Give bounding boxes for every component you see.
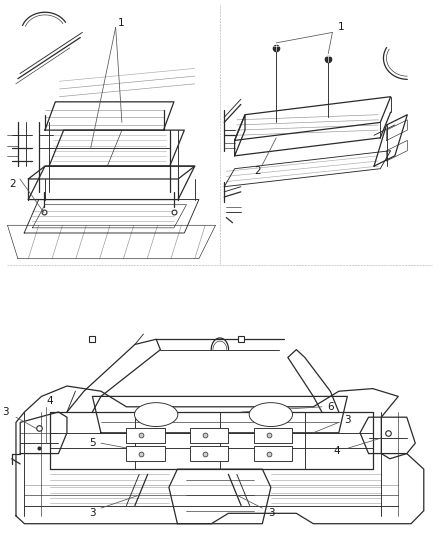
Bar xyxy=(190,427,228,443)
Bar xyxy=(254,427,292,443)
Text: 1: 1 xyxy=(117,18,124,28)
Bar xyxy=(127,446,165,462)
Text: 3: 3 xyxy=(2,407,8,417)
Text: 4: 4 xyxy=(47,397,53,407)
Text: 3: 3 xyxy=(344,415,351,425)
Text: 4: 4 xyxy=(333,446,340,456)
Text: 2: 2 xyxy=(9,179,15,189)
Bar xyxy=(190,446,228,462)
Text: 5: 5 xyxy=(89,438,95,448)
Text: 2: 2 xyxy=(254,166,261,176)
Text: 3: 3 xyxy=(268,508,274,519)
Text: 6: 6 xyxy=(327,402,334,412)
Bar xyxy=(127,427,165,443)
Ellipse shape xyxy=(249,402,293,426)
Text: 1: 1 xyxy=(338,22,344,32)
Bar xyxy=(254,446,292,462)
Text: 3: 3 xyxy=(89,508,95,519)
Ellipse shape xyxy=(134,402,178,426)
